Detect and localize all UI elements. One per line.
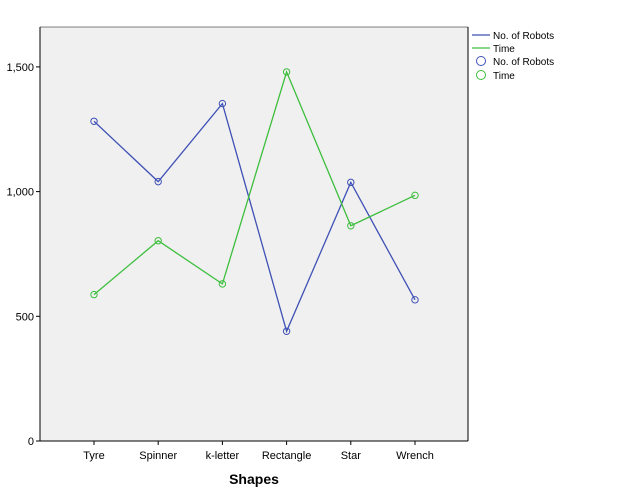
legend-marker-swatch (476, 56, 486, 66)
legend: No. of Robots Time No. of Robots Time (472, 31, 554, 82)
x-tick-label: Tyre (83, 450, 104, 462)
data-point-time (154, 237, 162, 245)
data-point-no-of-robots (218, 99, 227, 108)
legend-label: No. of Robots (493, 57, 554, 68)
data-point-time (411, 191, 419, 200)
data-point-time (282, 68, 291, 76)
legend-marker-swatch (476, 70, 486, 80)
data-point-no-of-robots (282, 327, 291, 335)
series-line-time (93, 69, 416, 296)
x-axis-ticks: Tyre Spinner k-letter Rectangle Star Wrench (83, 441, 434, 462)
x-tick-label: Rectangle (262, 450, 312, 462)
x-tick-label: Wrench (396, 450, 434, 462)
data-point-no-of-robots (411, 296, 419, 304)
x-axis-title: Shapes (229, 471, 279, 487)
x-tick-label: Spinner (139, 450, 177, 462)
data-point-time (90, 290, 98, 299)
legend-label: Time (493, 44, 515, 55)
plot-area (40, 27, 468, 441)
y-tick-label: 1,000 (6, 187, 34, 199)
legend-label: No. of Robots (493, 31, 554, 42)
data-point-no-of-robots (347, 178, 355, 187)
series-line-no-of-robots (93, 102, 416, 334)
data-point-no-of-robots (154, 177, 162, 186)
y-axis-ticks: 0 500 1,000 1,500 (6, 62, 40, 448)
data-point-time (347, 222, 355, 230)
y-tick-label: 500 (16, 311, 34, 323)
data-point-time (218, 280, 227, 288)
y-tick-label: 1,500 (6, 62, 34, 74)
series-layer (90, 68, 419, 335)
data-point-no-of-robots (90, 117, 98, 125)
x-tick-label: k-letter (206, 450, 240, 462)
x-tick-label: Star (341, 450, 362, 462)
legend-label: Time (493, 71, 515, 82)
y-tick-label: 0 (28, 436, 34, 448)
